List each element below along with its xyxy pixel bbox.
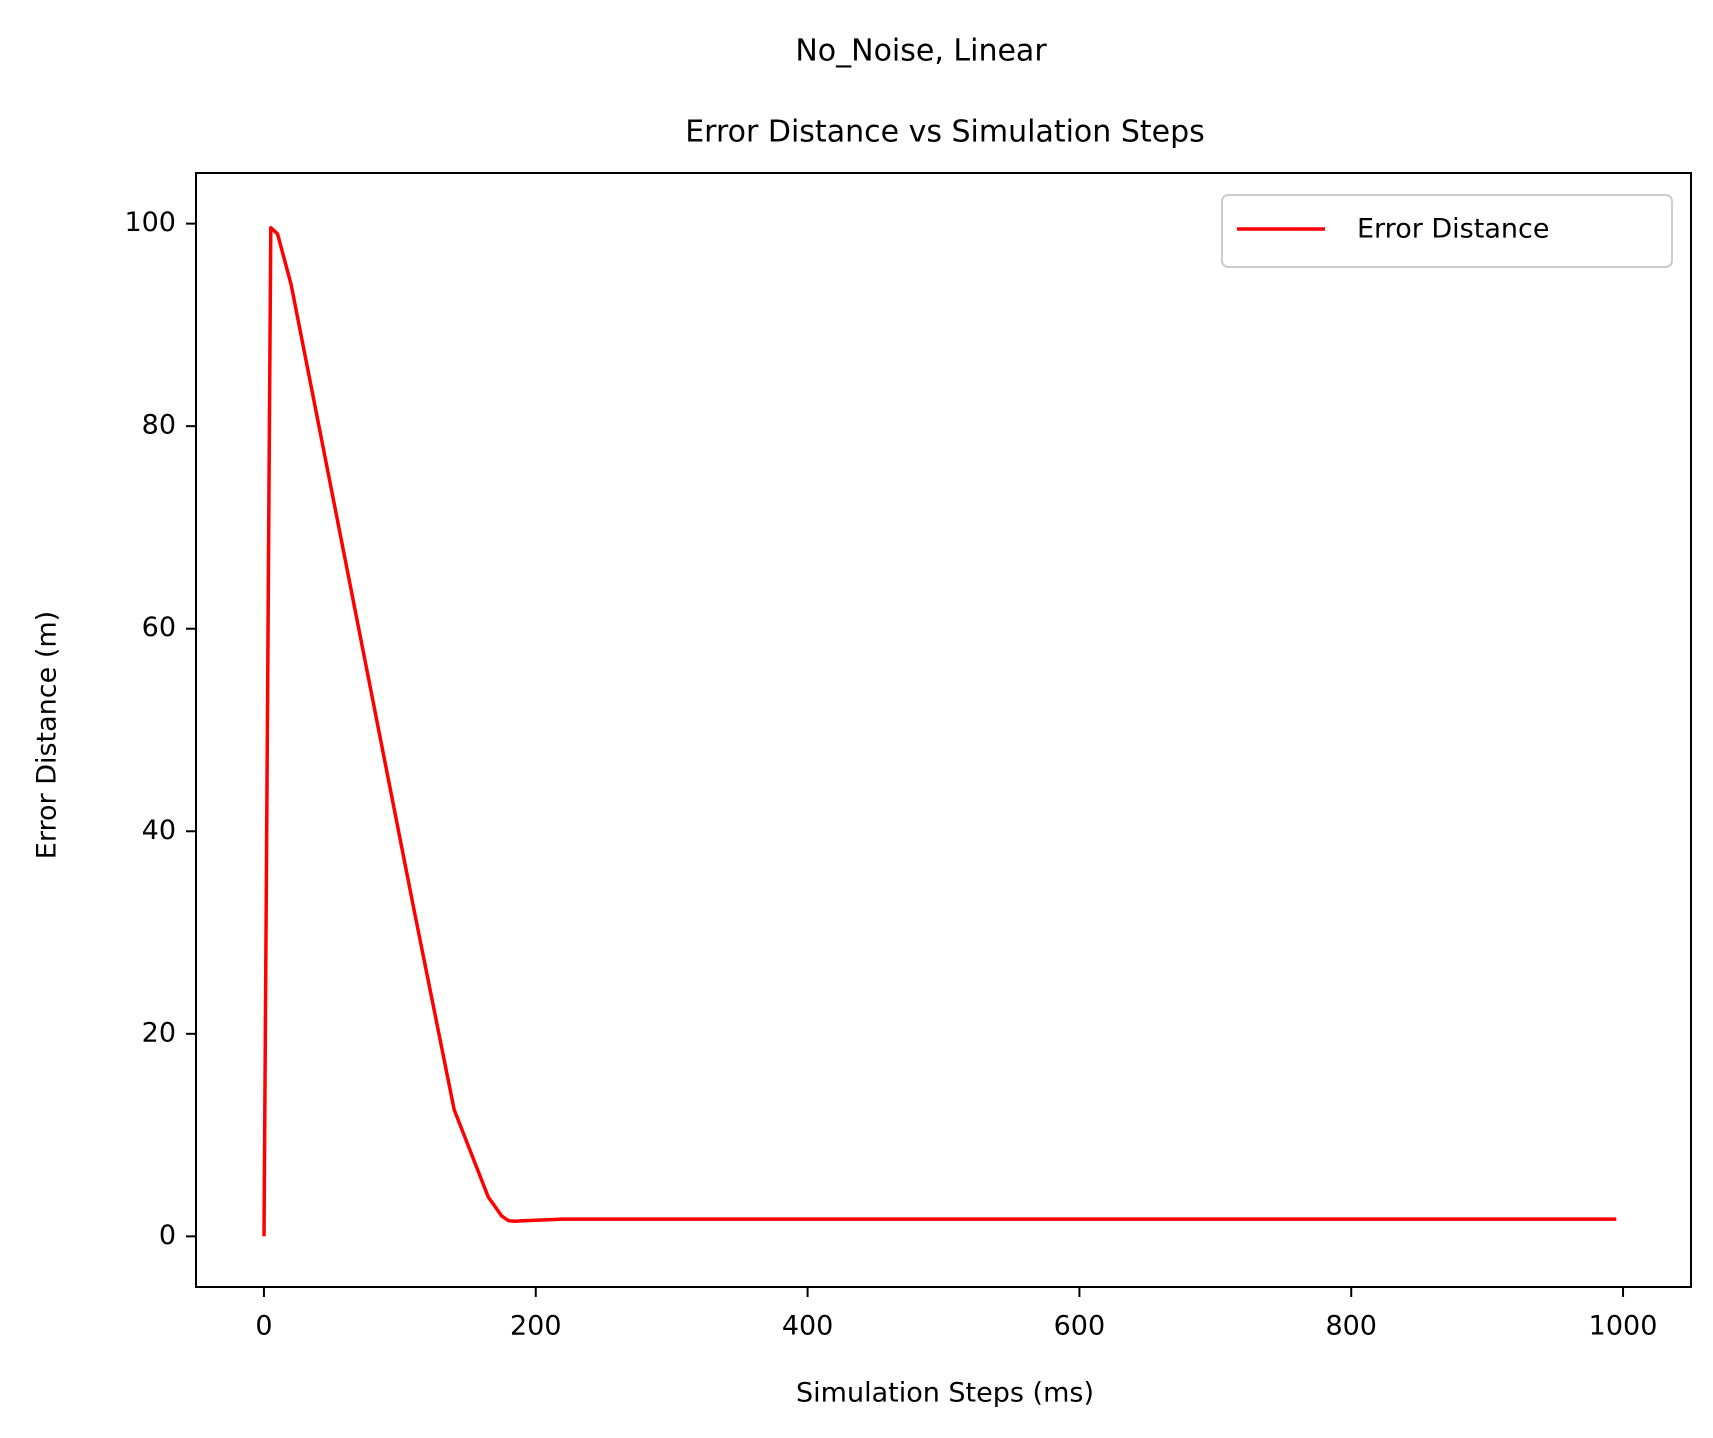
plot-area bbox=[262, 225, 1617, 1237]
x-tick-label: 1000 bbox=[1589, 1311, 1658, 1342]
x-axis-ticks: 0 200 400 600 800 1000 bbox=[255, 1287, 1657, 1342]
y-tick-label: 0 bbox=[159, 1220, 176, 1251]
x-tick-label: 0 bbox=[255, 1311, 272, 1342]
y-tick-label: 80 bbox=[142, 410, 176, 441]
legend: Error Distance bbox=[1221, 194, 1673, 268]
x-tick-label: 800 bbox=[1325, 1311, 1377, 1342]
y-tick-label: 20 bbox=[142, 1017, 176, 1048]
x-tick-label: 600 bbox=[1054, 1311, 1106, 1342]
y-tick-label: 100 bbox=[124, 207, 176, 238]
chart-suptitle: No_Noise, Linear bbox=[795, 34, 1047, 69]
y-tick-label: 40 bbox=[142, 815, 176, 846]
x-tick-label: 400 bbox=[782, 1311, 834, 1342]
y-axis-ticks: 0 20 40 60 80 100 bbox=[124, 207, 196, 1251]
x-tick-label: 200 bbox=[510, 1311, 562, 1342]
legend-label-error-distance: Error Distance bbox=[1357, 214, 1549, 245]
axes-frame bbox=[195, 172, 1692, 1288]
legend-box bbox=[1221, 194, 1673, 268]
y-axis-label: Error Distance (m) bbox=[32, 611, 63, 859]
y-tick-label: 60 bbox=[142, 612, 176, 643]
x-axis-label: Simulation Steps (ms) bbox=[796, 1378, 1094, 1409]
chart-title: Error Distance vs Simulation Steps bbox=[685, 115, 1205, 150]
series-line-error-distance bbox=[262, 225, 1617, 1237]
